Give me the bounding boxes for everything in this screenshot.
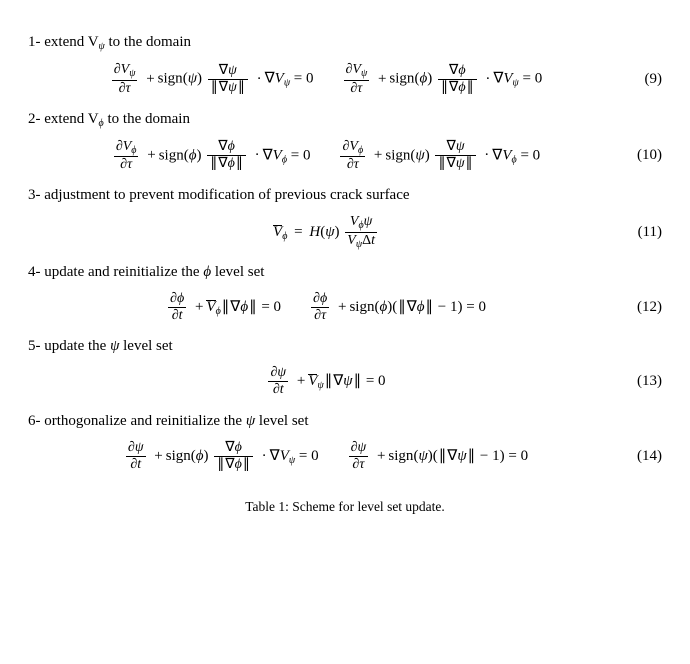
step-2-tail: to the domain: [104, 111, 190, 127]
table-caption: Table 1: Scheme for level set update.: [28, 499, 662, 515]
step-6-prefix: 6- orthogonalize and reinitialize the: [28, 413, 246, 429]
equation-14-number: (14): [624, 448, 662, 465]
equation-12b: ∂ϕ∂τ +sign(ϕ)(∥∇ϕ∥ − 1) = 0: [309, 291, 486, 324]
equation-13-row: ∂ψ∂t +Vψ∥∇ψ∥ = 0 (13): [28, 365, 662, 398]
step-1-tail: to the domain: [105, 34, 191, 50]
step-4-label: 4- update and reinitialize the ϕ level s…: [28, 264, 662, 281]
equation-14a: ∂ψ∂t +sign(ϕ) ∇ϕ∥∇ϕ∥ ·∇Vψ = 0: [124, 440, 319, 473]
equation-9-number: (9): [624, 71, 662, 88]
equation-9a: ∂Vψ∂τ +sign(ψ) ∇ψ∥∇ψ∥ ·∇Vψ = 0: [110, 62, 314, 97]
step-2-prefix: 2- extend V: [28, 111, 99, 127]
equation-10-row: ∂Vϕ∂τ +sign(ϕ) ∇ϕ∥∇ϕ∥ ·∇Vϕ = 0 ∂Vϕ∂τ +si…: [28, 139, 662, 174]
step-4-tail: level set: [211, 264, 264, 280]
step-5-symbol: ψ: [110, 338, 119, 354]
equation-14-row: ∂ψ∂t +sign(ϕ) ∇ϕ∥∇ϕ∥ ·∇Vψ = 0 ∂ψ∂τ +sign…: [28, 440, 662, 473]
equation-13-body: ∂ψ∂t +Vψ∥∇ψ∥ = 0: [28, 365, 624, 398]
step-6-label: 6- orthogonalize and reinitialize the ψ …: [28, 413, 662, 430]
step-1-label: 1- extend Vψ to the domain: [28, 34, 662, 52]
equation-11: Vϕ = H(ψ) Vϕψ VψΔt: [273, 224, 379, 240]
equation-11-row: Vϕ = H(ψ) Vϕψ VψΔt (11): [28, 214, 662, 250]
equation-13-number: (13): [624, 373, 662, 390]
step-5-label: 5- update the ψ level set: [28, 338, 662, 355]
step-1-prefix: 1- extend V: [28, 34, 99, 50]
equation-12-row: ∂ϕ∂t +Vϕ∥∇ϕ∥ = 0 ∂ϕ∂τ +sign(ϕ)(∥∇ϕ∥ − 1)…: [28, 291, 662, 324]
equation-10-body: ∂Vϕ∂τ +sign(ϕ) ∇ϕ∥∇ϕ∥ ·∇Vϕ = 0 ∂Vϕ∂τ +si…: [28, 139, 624, 174]
equation-9-body: ∂Vψ∂τ +sign(ψ) ∇ψ∥∇ψ∥ ·∇Vψ = 0 ∂Vψ∂τ +si…: [28, 62, 624, 97]
equation-11-body: Vϕ = H(ψ) Vϕψ VψΔt: [28, 214, 624, 250]
step-3-label: 3- adjustment to prevent modification of…: [28, 187, 662, 204]
step-4-prefix: 4- update and reinitialize the: [28, 264, 203, 280]
step-5-prefix: 5- update the: [28, 338, 110, 354]
equation-10a: ∂Vϕ∂τ +sign(ϕ) ∇ϕ∥∇ϕ∥ ·∇Vϕ = 0: [112, 139, 311, 174]
step-2-label: 2- extend Vϕ to the domain: [28, 111, 662, 129]
equation-11-number: (11): [624, 224, 662, 241]
step-6-tail: level set: [255, 413, 308, 429]
equation-12-number: (12): [624, 299, 662, 316]
equation-14-body: ∂ψ∂t +sign(ϕ) ∇ϕ∥∇ϕ∥ ·∇Vψ = 0 ∂ψ∂τ +sign…: [28, 440, 624, 473]
step-5-tail: level set: [119, 338, 172, 354]
equation-14b: ∂ψ∂τ +sign(ψ)(∥∇ψ∥ − 1) = 0: [347, 440, 529, 473]
equation-10b: ∂Vϕ∂τ +sign(ψ) ∇ψ∥∇ψ∥ ·∇Vϕ = 0: [338, 139, 540, 174]
equation-12a: ∂ϕ∂t +Vϕ∥∇ϕ∥ = 0: [166, 291, 281, 324]
equation-9b: ∂Vψ∂τ +sign(ϕ) ∇ϕ∥∇ϕ∥ ·∇Vψ = 0: [342, 62, 543, 97]
equation-13: ∂ψ∂t +Vψ∥∇ψ∥ = 0: [266, 373, 385, 389]
step-6-symbol: ψ: [246, 413, 255, 429]
equation-9-row: ∂Vψ∂τ +sign(ψ) ∇ψ∥∇ψ∥ ·∇Vψ = 0 ∂Vψ∂τ +si…: [28, 62, 662, 97]
equation-12-body: ∂ϕ∂t +Vϕ∥∇ϕ∥ = 0 ∂ϕ∂τ +sign(ϕ)(∥∇ϕ∥ − 1)…: [28, 291, 624, 324]
step-4-symbol: ϕ: [203, 264, 211, 280]
equation-10-number: (10): [624, 147, 662, 164]
